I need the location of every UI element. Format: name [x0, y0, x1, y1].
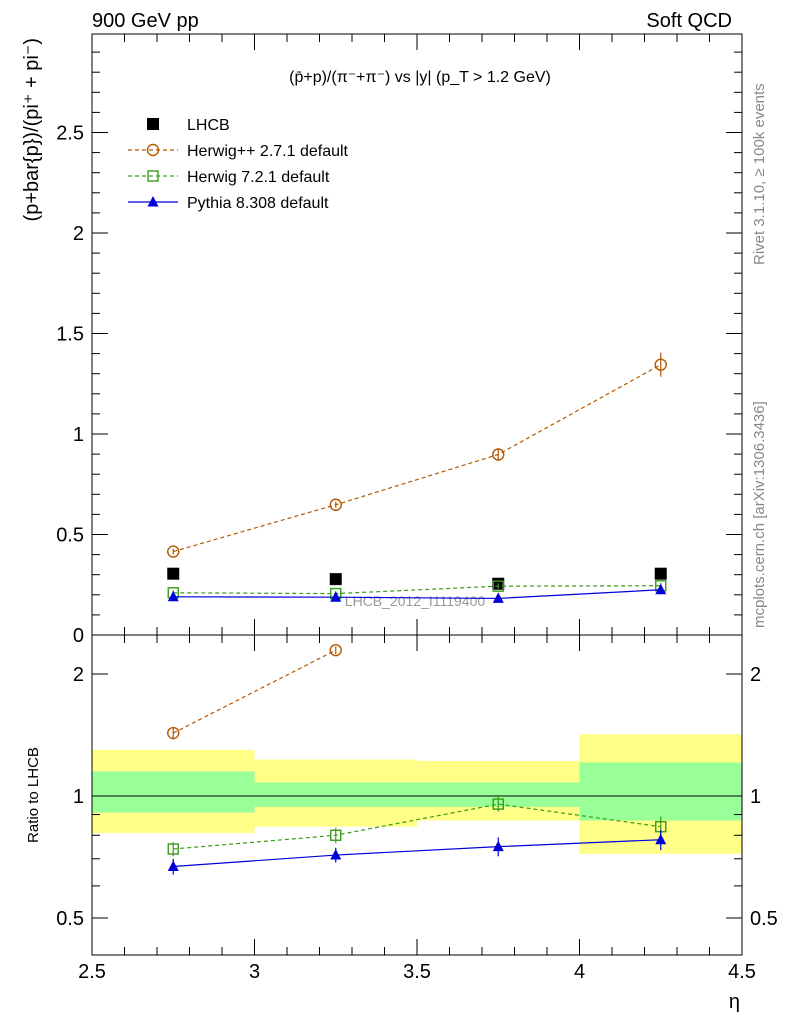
header-right-label: Soft QCD: [646, 10, 732, 32]
ratio-data-point: [330, 829, 342, 841]
main-plot-panel: 0 0.5 1 1.5 2 2.5 (p+bar{p})/(pi⁺ + pi⁻) (p̄+p)…: [21, 33, 743, 647]
y-tick-label: 1.5: [56, 324, 84, 346]
y-tick-label: 1: [73, 424, 84, 446]
x-tick-label: 3.5: [403, 961, 431, 983]
header-left-label: 900 GeV pp: [92, 10, 199, 32]
ratio-data-point: [329, 643, 342, 657]
y-tick-label: 2: [73, 223, 84, 245]
data-point: [654, 358, 667, 371]
ratio-series-pythia-8-308-default: [167, 829, 667, 875]
x-tick-label: 4.5: [728, 961, 756, 983]
rivet-label: Rivet 3.1.10, ≥ 100k events: [751, 83, 768, 265]
series-pythia-8-308-default: [167, 583, 667, 603]
data-point: [492, 448, 505, 461]
series-line: [173, 364, 662, 553]
series-line: [173, 585, 661, 595]
uncertainty-band-inner: [254, 782, 417, 807]
data-point: [167, 590, 179, 602]
data-point: [329, 573, 342, 586]
legend-marker: [147, 118, 159, 130]
legend-item-herwig-2-7-1-default: Herwig++ 2.7.1 default: [128, 143, 349, 160]
legend-marker: [147, 170, 159, 182]
data-point: [492, 592, 504, 603]
ratio-data-point: [492, 840, 504, 852]
data-point: [655, 583, 667, 595]
legend: LHCB Herwig++ 2.7.1 default Herwig 7.2.1 d…: [128, 117, 349, 212]
ratio-series-line: [173, 803, 661, 850]
legend-label: Pythia 8.308 default: [187, 195, 329, 212]
data-point: [654, 567, 667, 580]
ratio-data-point: [167, 860, 179, 871]
ratio-data-point: [330, 849, 342, 860]
legend-item-lhcb: LHCB: [147, 117, 230, 134]
data-point: [167, 567, 180, 580]
x-tick-label: 3: [249, 961, 260, 983]
data-point: [492, 580, 504, 592]
series-herwig-2-7-1-default: [167, 352, 667, 558]
legend-label: Herwig 7.2.1 default: [187, 169, 330, 186]
legend-marker: [146, 143, 160, 157]
x-axis-label: η: [729, 991, 740, 1013]
data-point: [167, 545, 180, 558]
ratio-y-tick-label-right: 2: [750, 664, 761, 686]
ratio-series-line: [172, 649, 337, 734]
ratio-series-line: [173, 839, 661, 868]
data-point: [330, 591, 342, 602]
ratio-data-point: [492, 798, 504, 810]
ratio-data-point: [655, 833, 667, 845]
legend-label: LHCB: [187, 117, 230, 134]
watermark-label: LHCB_2012_I1119400: [345, 593, 486, 609]
mcplots-label: mcplots.cern.ch [arXiv:1306.3436]: [751, 401, 768, 628]
legend-item-herwig-7-2-1-default: Herwig 7.2.1 default: [128, 169, 330, 186]
ratio-y-tick-label: 0.5: [56, 908, 84, 930]
main-title: (p̄+p)/(π⁻+π⁻) vs |y| (p_T > 1.2 GeV): [289, 69, 551, 86]
main-y-axis-label: (p+bar{p})/(pi⁺ + pi⁻): [21, 38, 43, 221]
ratio-y-tick-label: 1: [73, 786, 84, 808]
ratio-y-tick-label: 2: [73, 664, 84, 686]
legend-label: Herwig++ 2.7.1 default: [187, 143, 349, 160]
ratio-plot-panel: 0.5 0.5 1 1 2 2 2.5 3 3.5 4 4.5 η Ratio to LHCB: [25, 634, 778, 1013]
ratio-y-tick-label-right: 0.5: [750, 908, 778, 930]
legend-marker: [147, 196, 159, 207]
uncertainty-band-inner: [92, 771, 255, 813]
data-point: [329, 498, 342, 511]
series-lhcb: [167, 567, 667, 590]
legend-item-pythia-8-308-default: Pythia 8.308 default: [128, 195, 329, 212]
x-tick-label: 4: [574, 961, 585, 983]
y-tick-label: 0.5: [56, 525, 84, 547]
y-tick-label: 0: [73, 625, 84, 647]
ratio-data-point: [167, 726, 180, 740]
ratio-y-tick-label-right: 1: [750, 786, 761, 808]
x-tick-label: 2.5: [78, 961, 106, 983]
series-line: [173, 589, 661, 600]
ratio-series-herwig-2-7-1-default: [167, 643, 342, 740]
uncertainty-band-inner: [579, 762, 742, 821]
ratio-y-axis-label: Ratio to LHCB: [25, 747, 42, 843]
ratio-data-point: [167, 843, 179, 855]
y-tick-label: 2.5: [56, 123, 84, 145]
